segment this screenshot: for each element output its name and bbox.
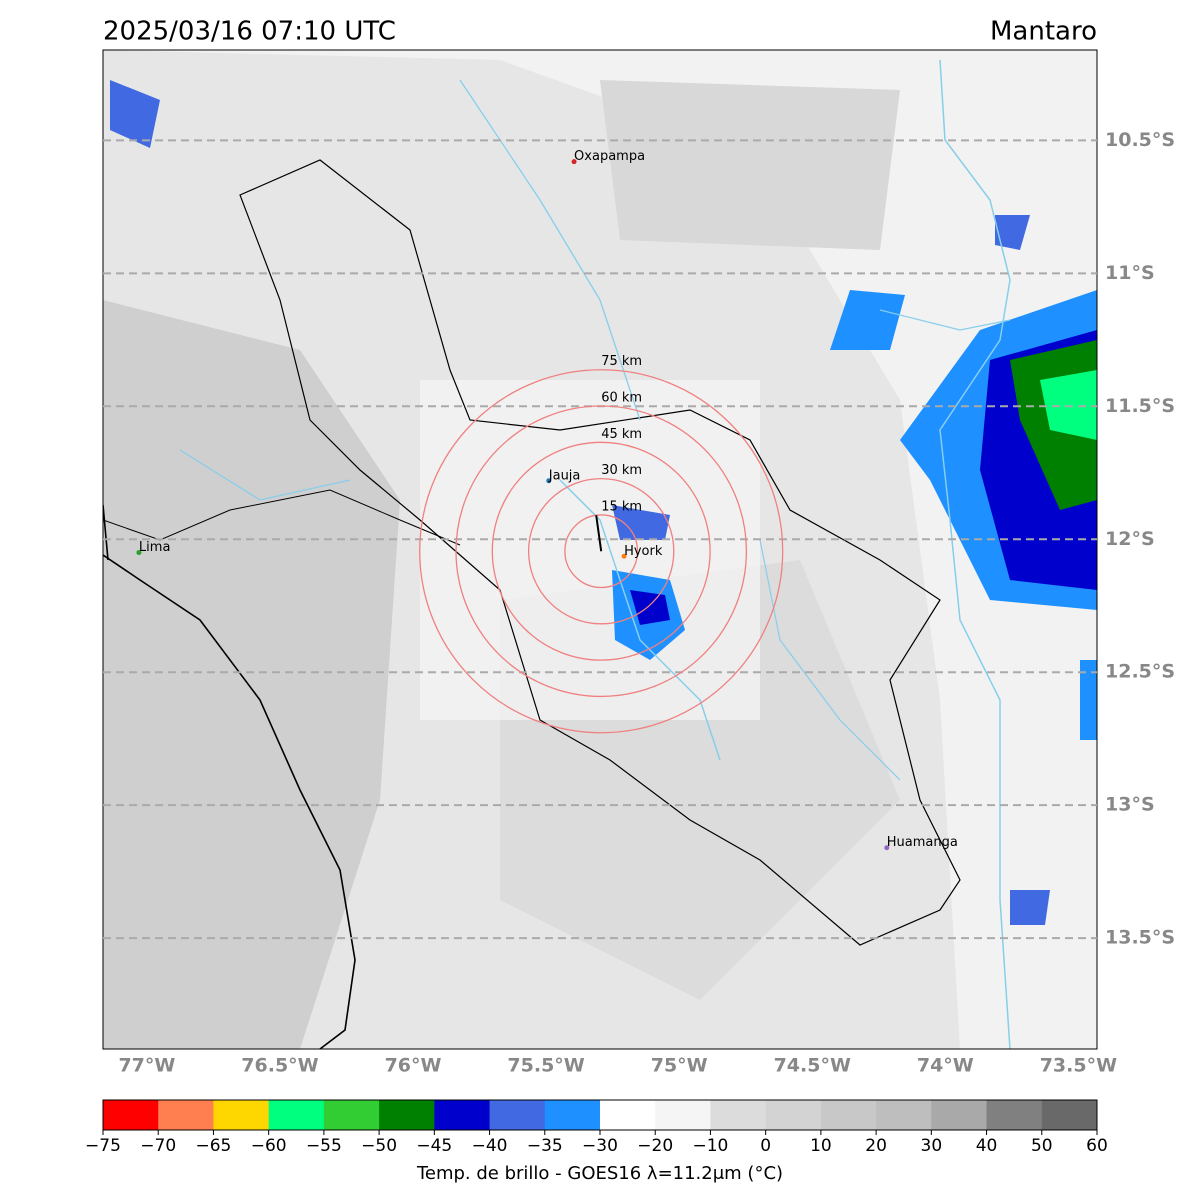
colorbar-tick-label: −65 bbox=[195, 1136, 231, 1156]
satellite-image bbox=[103, 50, 1097, 1049]
colorbar-segment bbox=[600, 1100, 656, 1130]
city-marker bbox=[546, 478, 552, 484]
colorbar-tick-label: −50 bbox=[361, 1136, 397, 1156]
colorbar-segment bbox=[765, 1100, 822, 1130]
colorbar-segment bbox=[158, 1100, 214, 1130]
colorbar-tick-label: −75 bbox=[85, 1136, 121, 1156]
region-name: Mantaro bbox=[990, 17, 1097, 47]
colorbar-tick-label: 60 bbox=[1086, 1136, 1108, 1156]
city-name: Lima bbox=[139, 540, 170, 555]
colorbar-segment bbox=[986, 1100, 1043, 1130]
colorbar-tick-label: −30 bbox=[582, 1136, 618, 1156]
ring-label: 75 km bbox=[601, 354, 642, 369]
lat-label: 13.5°S bbox=[1105, 927, 1175, 949]
lon-label: 77°W bbox=[118, 1055, 175, 1077]
range-ring bbox=[527, 477, 675, 625]
colorbar-segment bbox=[323, 1100, 380, 1130]
city-name: Hyork bbox=[624, 544, 663, 559]
lat-label: 10.5°S bbox=[1105, 129, 1175, 151]
colorbar-tick-label: 50 bbox=[1031, 1136, 1053, 1156]
lon-label: 74°W bbox=[917, 1055, 974, 1077]
colorbar-tick-label: −20 bbox=[637, 1136, 673, 1156]
colorbar-tick-label: 40 bbox=[976, 1136, 998, 1156]
colorbar-label: Temp. de brillo - GOES16 λ=11.2μm (°C) bbox=[416, 1163, 783, 1184]
lon-label: 76°W bbox=[385, 1055, 442, 1077]
colorbar-segment bbox=[655, 1100, 711, 1130]
range-ring bbox=[564, 514, 639, 589]
colorbar-segment bbox=[820, 1100, 877, 1130]
lon-label: 74.5°W bbox=[774, 1055, 851, 1077]
colorbar-tick-label: 0 bbox=[760, 1136, 771, 1156]
ring-label: 60 km bbox=[601, 391, 642, 406]
city-marker bbox=[136, 550, 142, 556]
colorbar-tick-label: −55 bbox=[306, 1136, 342, 1156]
lat-label: 12.5°S bbox=[1105, 661, 1175, 683]
colorbar-tick-label: 20 bbox=[865, 1136, 887, 1156]
colorbar-segment bbox=[268, 1100, 325, 1130]
colorbar-segment bbox=[931, 1100, 988, 1130]
colorbar-segment bbox=[103, 1100, 159, 1130]
colorbar-tick-label: −10 bbox=[692, 1136, 728, 1156]
city-name: Huamanga bbox=[887, 835, 958, 850]
lon-label: 76.5°W bbox=[241, 1055, 318, 1077]
lon-label: 73.5°W bbox=[1040, 1055, 1117, 1077]
lat-label: 13°S bbox=[1105, 794, 1155, 816]
range-ring bbox=[419, 369, 784, 734]
overlay bbox=[103, 139, 1097, 940]
colorbar-tick-label: −70 bbox=[140, 1136, 176, 1156]
colorbar-segment bbox=[876, 1100, 932, 1130]
ring-label: 15 km bbox=[601, 499, 642, 514]
colorbar-tick-label: 30 bbox=[921, 1136, 943, 1156]
lon-label: 75°W bbox=[651, 1055, 708, 1077]
lat-label: 12°S bbox=[1105, 528, 1155, 550]
colorbar-segment bbox=[379, 1100, 435, 1130]
ring-label: 45 km bbox=[601, 427, 642, 442]
range-ring bbox=[455, 405, 748, 698]
colorbar-tick-label: −40 bbox=[472, 1136, 508, 1156]
city-marker bbox=[571, 159, 577, 165]
city-name: Oxapampa bbox=[574, 149, 645, 164]
colorbar-segment bbox=[213, 1100, 270, 1130]
colorbar-segment bbox=[710, 1100, 767, 1130]
colorbar-tick-label: 10 bbox=[810, 1136, 832, 1156]
colorbar-tick-label: −60 bbox=[251, 1136, 287, 1156]
title: 2025/03/16 07:10 UTC bbox=[103, 17, 396, 47]
lat-label: 11°S bbox=[1105, 262, 1155, 284]
colorbar-tick-label: −35 bbox=[527, 1136, 563, 1156]
range-ring bbox=[491, 441, 711, 661]
colorbar-tick-label: −45 bbox=[416, 1136, 452, 1156]
colorbar-segment bbox=[489, 1100, 546, 1130]
colorbar-segment bbox=[434, 1100, 491, 1130]
radar-beam bbox=[595, 515, 603, 552]
city-marker bbox=[884, 845, 890, 851]
colorbar-segment bbox=[544, 1100, 601, 1130]
lon-label: 75.5°W bbox=[507, 1055, 584, 1077]
city-name: Jauja bbox=[548, 468, 581, 483]
map-frame bbox=[102, 49, 1098, 1050]
colorbar-segment bbox=[1041, 1100, 1098, 1130]
ring-label: 30 km bbox=[601, 463, 642, 478]
lat-label: 11.5°S bbox=[1105, 395, 1175, 417]
city-marker bbox=[621, 553, 627, 559]
